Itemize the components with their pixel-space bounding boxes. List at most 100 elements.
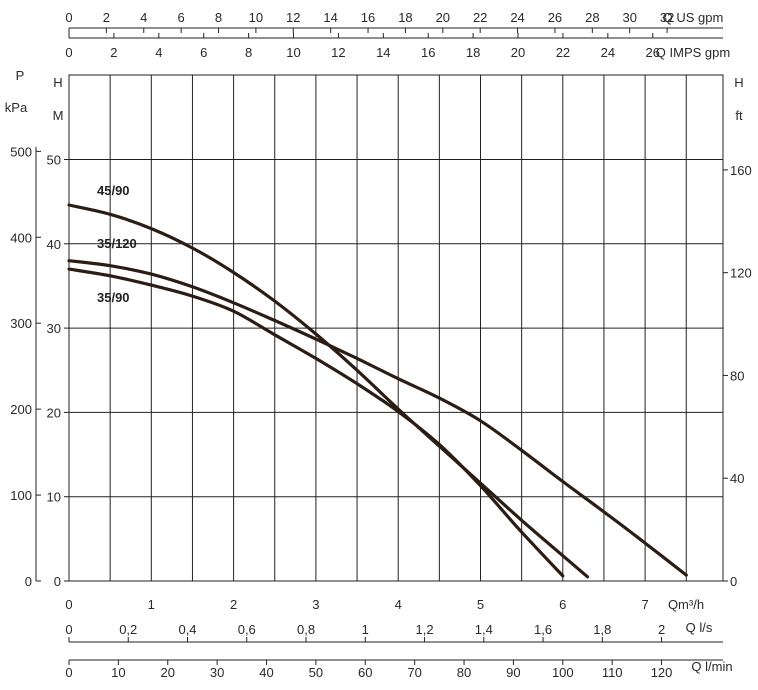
x-impsgpm-tick-label: 10	[286, 45, 300, 60]
x-usgpm-tick-label: 12	[286, 10, 300, 25]
head-left-tick-label: 0	[54, 574, 61, 589]
x-lmin-tick-label: 40	[259, 665, 273, 680]
x-lmin-tick-label: 90	[506, 665, 520, 680]
x-lmin-tick-label: 0	[65, 665, 72, 680]
x-impsgpm-tick-label: 20	[511, 45, 525, 60]
x-lmin-axis-label: Q l/min	[691, 659, 732, 674]
x-usgpm-tick-label: 2	[103, 10, 110, 25]
head-left-axis-label-top: H	[53, 75, 62, 90]
x-lmin-tick-label: 80	[457, 665, 471, 680]
series-line-35-90	[67, 267, 565, 578]
pressure-axis-label-top: P	[16, 68, 25, 83]
head-right-tick-label: 0	[730, 574, 737, 589]
head-left-axis-label-bottom: M	[53, 108, 64, 123]
x-ls-tick-label: 0,2	[119, 622, 137, 637]
x-impsgpm-tick-label: 6	[200, 45, 207, 60]
series-label-45-90: 45/90	[97, 183, 130, 198]
pressure-axis-label-bottom: kPa	[5, 100, 28, 115]
x-main-tick-label: 4	[395, 597, 402, 612]
x-main-tick-label: 3	[312, 597, 319, 612]
x-usgpm-axis-label: Q US gpm	[663, 10, 724, 25]
x-impsgpm-tick-label: 18	[466, 45, 480, 60]
x-usgpm-tick-label: 4	[140, 10, 147, 25]
x-ls-tick-label: 0,6	[238, 622, 256, 637]
x-impsgpm-tick-label: 4	[155, 45, 162, 60]
x-impsgpm-tick-label: 22	[556, 45, 570, 60]
x-usgpm-tick-label: 10	[249, 10, 263, 25]
x-main-tick-label: 6	[559, 597, 566, 612]
x-main-axis-label: Qm³/h	[668, 597, 704, 612]
head-left-tick-label: 50	[47, 153, 61, 168]
x-usgpm-tick-label: 20	[436, 10, 450, 25]
series-curves: 45/90 35/120 35/90	[67, 183, 688, 579]
series-label-35-120: 35/120	[97, 236, 137, 251]
head-left-tick-label: 30	[47, 321, 61, 336]
head-right-axis-label-bottom: ft	[735, 108, 743, 123]
series-line-45-90	[67, 203, 590, 579]
x-ls-tick-label: 1	[362, 622, 369, 637]
x-lmin-tick-label: 120	[651, 665, 673, 680]
x-main-tick-label: 5	[477, 597, 484, 612]
x-usgpm-tick-label: 22	[473, 10, 487, 25]
x-ls-tick-label: 2	[658, 622, 665, 637]
x-impsgpm-axis-label: Q IMPS gpm	[656, 45, 730, 60]
series-line-35-120	[67, 259, 688, 577]
x-lmin-tick-label: 110	[602, 665, 623, 680]
x-usgpm-tick-label: 28	[585, 10, 599, 25]
head-right-tick-label: 120	[730, 266, 752, 281]
x-lmin-tick-label: 100	[552, 665, 574, 680]
x-usgpm-tick-label: 30	[622, 10, 636, 25]
x-usgpm-tick-label: 16	[361, 10, 375, 25]
x-usgpm-tick-label: 6	[178, 10, 185, 25]
x-impsgpm-tick-label: 12	[331, 45, 345, 60]
pressure-tick-label: 0	[25, 574, 32, 589]
x-main-tick-label: 0	[65, 597, 72, 612]
x-impsgpm-tick-label: 8	[245, 45, 252, 60]
x-lmin-tick-label: 50	[309, 665, 323, 680]
head-left-tick-label: 40	[47, 237, 61, 252]
x-usgpm-tick-label: 18	[398, 10, 412, 25]
x-usgpm-tick-label: 14	[323, 10, 337, 25]
x-ls-tick-label: 0,4	[178, 622, 196, 637]
head-right-tick-label: 160	[730, 163, 752, 178]
x-main-tick-label: 2	[230, 597, 237, 612]
x-impsgpm-tick-label: 26	[646, 45, 660, 60]
x-impsgpm-tick-label: 14	[376, 45, 390, 60]
x-impsgpm-tick-label: 2	[110, 45, 117, 60]
plot-area	[68, 74, 724, 582]
x-ls-tick-label: 1,8	[593, 622, 611, 637]
x-impsgpm-tick-label: 16	[421, 45, 435, 60]
pressure-tick-label: 300	[10, 316, 32, 331]
x-usgpm-tick-label: 26	[548, 10, 562, 25]
x-ls-tick-label: 0,8	[297, 622, 315, 637]
x-ls-tick-label: 0	[65, 622, 72, 637]
head-left-tick-label: 20	[47, 405, 61, 420]
x-ls-tick-label: 1,6	[534, 622, 552, 637]
head-right-tick-label: 80	[730, 368, 744, 383]
x-lmin-tick-label: 60	[358, 665, 372, 680]
x-ls-tick-label: 1,4	[475, 622, 493, 637]
x-lmin-tick-label: 20	[161, 665, 175, 680]
x-usgpm-tick-label: 32	[660, 10, 674, 25]
x-usgpm-tick-label: 24	[510, 10, 524, 25]
head-left-tick-label: 10	[47, 490, 61, 505]
x-main-tick-label: 1	[148, 597, 155, 612]
head-right-axis-label-top: H	[734, 75, 743, 90]
series-label-35-90: 35/90	[97, 290, 130, 305]
x-lmin-tick-label: 10	[111, 665, 125, 680]
pressure-tick-label: 100	[10, 488, 32, 503]
pressure-tick-label: 500	[10, 144, 32, 159]
x-usgpm-tick-label: 0	[65, 10, 72, 25]
x-impsgpm-tick-label: 0	[65, 45, 72, 60]
x-impsgpm-tick-label: 24	[601, 45, 615, 60]
pressure-tick-label: 400	[10, 230, 32, 245]
x-lmin-tick-label: 70	[407, 665, 421, 680]
x-lmin-tick-label: 30	[210, 665, 224, 680]
head-right-tick-label: 40	[730, 471, 744, 486]
x-usgpm-tick-label: 8	[215, 10, 222, 25]
x-ls-axis-label: Q l/s	[686, 620, 713, 635]
unit-labels: P kPa H M H ft Qm³/h Q l/s Q l/min Q US …	[5, 10, 744, 674]
x-ls-tick-label: 1,2	[415, 622, 433, 637]
